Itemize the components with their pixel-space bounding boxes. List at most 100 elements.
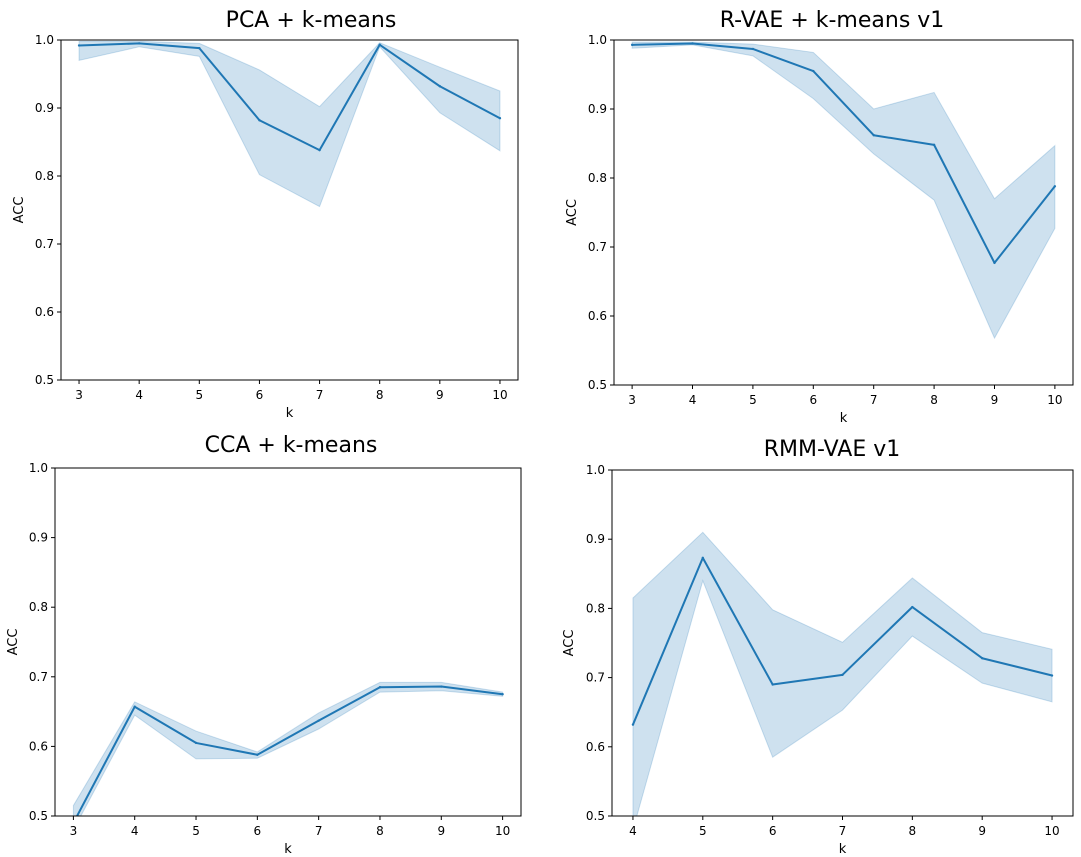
data-point: [258, 119, 261, 122]
x-tick-label: 5: [749, 393, 757, 407]
y-tick-label: 1.0: [586, 463, 605, 477]
x-axis-label: k: [284, 842, 292, 857]
data-point: [77, 44, 81, 47]
y-tick-label: 0.8: [29, 600, 48, 614]
x-tick-label: 9: [437, 824, 445, 838]
x-tick-label: 10: [492, 388, 507, 402]
x-tick-label: 10: [1047, 393, 1062, 407]
data-point: [701, 556, 704, 560]
y-tick-label: 0.5: [586, 809, 605, 823]
x-tick-label: 6: [769, 824, 777, 838]
x-tick-label: 7: [315, 824, 323, 838]
x-tick-label: 6: [256, 388, 264, 402]
data-point: [751, 47, 755, 51]
x-tick-label: 3: [75, 388, 83, 402]
x-tick-label: 9: [436, 388, 444, 402]
chart-4: RMM-VAE v1 k ACC 4 5 6 7 8 9 10 0.5 0.6 0.7 0.8 0.9 1.0: [562, 437, 1074, 857]
x-tick-label: 8: [376, 388, 384, 402]
y-tick-label: 0.9: [588, 102, 607, 116]
x-tick-label: 7: [839, 824, 847, 838]
x-tick-label: 4: [131, 824, 139, 838]
data-point: [318, 148, 321, 152]
y-tick-label: 0.9: [29, 531, 48, 545]
x-tick-label: 10: [1044, 824, 1059, 838]
y-axis-label: ACC: [12, 197, 27, 224]
y-tick-label: 0.9: [586, 532, 605, 546]
y-tick-label: 1.0: [588, 33, 607, 47]
y-tick-label: 0.8: [588, 171, 607, 185]
x-tick-label: 3: [628, 393, 636, 407]
x-tick-label: 9: [978, 824, 986, 838]
x-tick-label: 3: [70, 824, 78, 838]
y-tick-label: 0.8: [35, 169, 54, 183]
x-tick-label: 4: [135, 388, 143, 402]
x-tick-label: 8: [930, 393, 938, 407]
data-point: [378, 686, 382, 689]
plot-area: [631, 531, 1054, 816]
y-tick-label: 0.5: [29, 809, 48, 823]
x-tick-label: 8: [909, 824, 917, 838]
plot-area: [72, 681, 504, 816]
data-point: [137, 42, 141, 45]
chart-title: PCA + k-means: [226, 8, 397, 33]
x-tick-label: 7: [870, 393, 878, 407]
data-point: [1053, 185, 1057, 188]
axes-frame: [54, 467, 522, 817]
y-axis-label: ACC: [565, 199, 580, 226]
chart-1: PCA + k-means k ACC 3 4 5 6 7 8 9 10 0.5 0.6 0.7 0.8 0.…: [12, 8, 519, 421]
x-axis-label: k: [286, 406, 294, 421]
y-tick-label: 0.5: [588, 378, 607, 392]
chart-title: R-VAE + k-means v1: [720, 8, 945, 33]
confidence-band: [72, 681, 504, 816]
y-tick-label: 0.6: [588, 309, 607, 323]
x-axis-label: k: [840, 411, 848, 426]
data-point: [981, 657, 984, 660]
data-point: [630, 43, 634, 47]
y-tick-label: 0.6: [29, 739, 48, 753]
x-tick-label: 6: [254, 824, 262, 838]
y-tick-label: 0.8: [586, 601, 605, 615]
x-tick-label: 5: [192, 824, 200, 838]
data-point: [872, 134, 875, 137]
chart-title: RMM-VAE v1: [764, 437, 901, 462]
data-point: [378, 43, 381, 46]
data-point: [932, 143, 936, 147]
chart-2: R-VAE + k-means v1 k ACC 3 4 5 6 7 8 9 10 0.5 0.6 0.7…: [565, 8, 1074, 426]
y-tick-label: 1.0: [35, 33, 54, 47]
y-tick-label: 0.9: [35, 101, 54, 115]
y-tick-label: 0.7: [35, 237, 54, 251]
chart-title: CCA + k-means: [205, 433, 378, 458]
data-point: [771, 683, 774, 686]
y-tick-label: 0.6: [586, 740, 605, 754]
x-tick-label: 7: [316, 388, 324, 402]
data-point: [256, 753, 259, 756]
data-point: [841, 673, 844, 677]
x-tick-label: 9: [991, 393, 999, 407]
data-point: [911, 605, 914, 609]
confidence-band: [631, 41, 1056, 340]
series-line: [632, 42, 1056, 264]
axes-frame: [60, 39, 519, 381]
y-axis-label: ACC: [6, 629, 21, 656]
data-point: [691, 42, 694, 45]
plot-area: [77, 40, 502, 208]
y-tick-label: 0.7: [29, 670, 48, 684]
axes-frame: [613, 39, 1074, 386]
data-point: [317, 719, 320, 722]
chart-3: CCA + k-means k ACC 3 4 5 6 7 8 9 10 0.5 0.6 0.7 0.8 0.…: [6, 433, 522, 857]
y-tick-label: 0.7: [586, 671, 605, 685]
data-point: [194, 741, 198, 745]
x-tick-label: 4: [629, 824, 637, 838]
x-tick-label: 6: [809, 393, 817, 407]
series-line: [75, 685, 503, 816]
data-point: [438, 85, 442, 88]
data-point: [133, 705, 136, 708]
x-tick-label: 5: [195, 388, 203, 402]
y-tick-label: 0.7: [588, 240, 607, 254]
data-point: [198, 46, 201, 50]
y-tick-label: 0.5: [35, 373, 54, 387]
data-point: [993, 261, 996, 265]
confidence-band: [78, 40, 501, 208]
y-tick-label: 1.0: [29, 461, 48, 475]
